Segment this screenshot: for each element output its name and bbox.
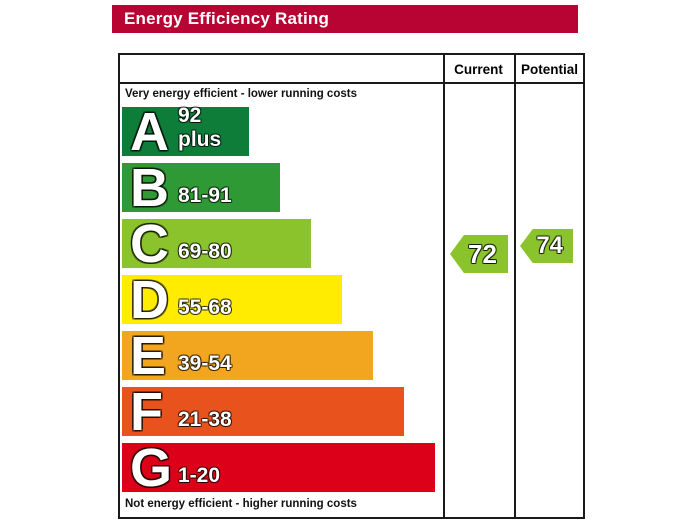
top-note: Very energy efficient - lower running co… [125, 88, 357, 100]
band-letter: D [130, 269, 169, 330]
band-letter: B [130, 157, 169, 218]
potential-rating-arrow: 74 [520, 229, 573, 263]
current-rating-arrow: 72 [450, 235, 508, 273]
band-letter: F [130, 381, 163, 442]
current-column-divider [443, 55, 445, 517]
band-letter: G [130, 437, 173, 498]
rating-table: Current Potential Very energy efficient … [118, 53, 585, 519]
potential-column-header: Potential [520, 62, 578, 77]
band-range: 1-20 [178, 464, 221, 487]
band-a: A 92 plus [122, 101, 249, 162]
band-range: 39-54 [178, 352, 232, 375]
band-range: 55-68 [178, 296, 232, 319]
chart-title: Energy Efficiency Rating [124, 9, 330, 28]
band-range: 21-38 [178, 408, 232, 431]
band-c: C 69-80 [122, 213, 311, 274]
band-range: 92 plus [178, 104, 222, 151]
band-d: D 55-68 [122, 269, 342, 330]
band-e: E 39-54 [122, 325, 373, 386]
table-header-row [120, 55, 583, 84]
band-letter: C [130, 213, 169, 274]
current-column-header: Current [454, 62, 503, 77]
potential-column-divider [514, 55, 516, 517]
band-f: F 21-38 [122, 381, 404, 442]
potential-rating-value: 74 [536, 232, 564, 259]
band-range: 69-80 [178, 240, 232, 263]
band-letter: E [130, 325, 167, 386]
band-g: G 1-20 [122, 437, 435, 498]
chart-title-bar: Energy Efficiency Rating [112, 5, 578, 33]
band-range: 81-91 [178, 184, 232, 207]
current-rating-value: 72 [468, 238, 497, 269]
bottom-note: Not energy efficient - higher running co… [125, 498, 357, 510]
band-letter: A [130, 101, 169, 162]
band-b: B 81-91 [122, 157, 280, 218]
